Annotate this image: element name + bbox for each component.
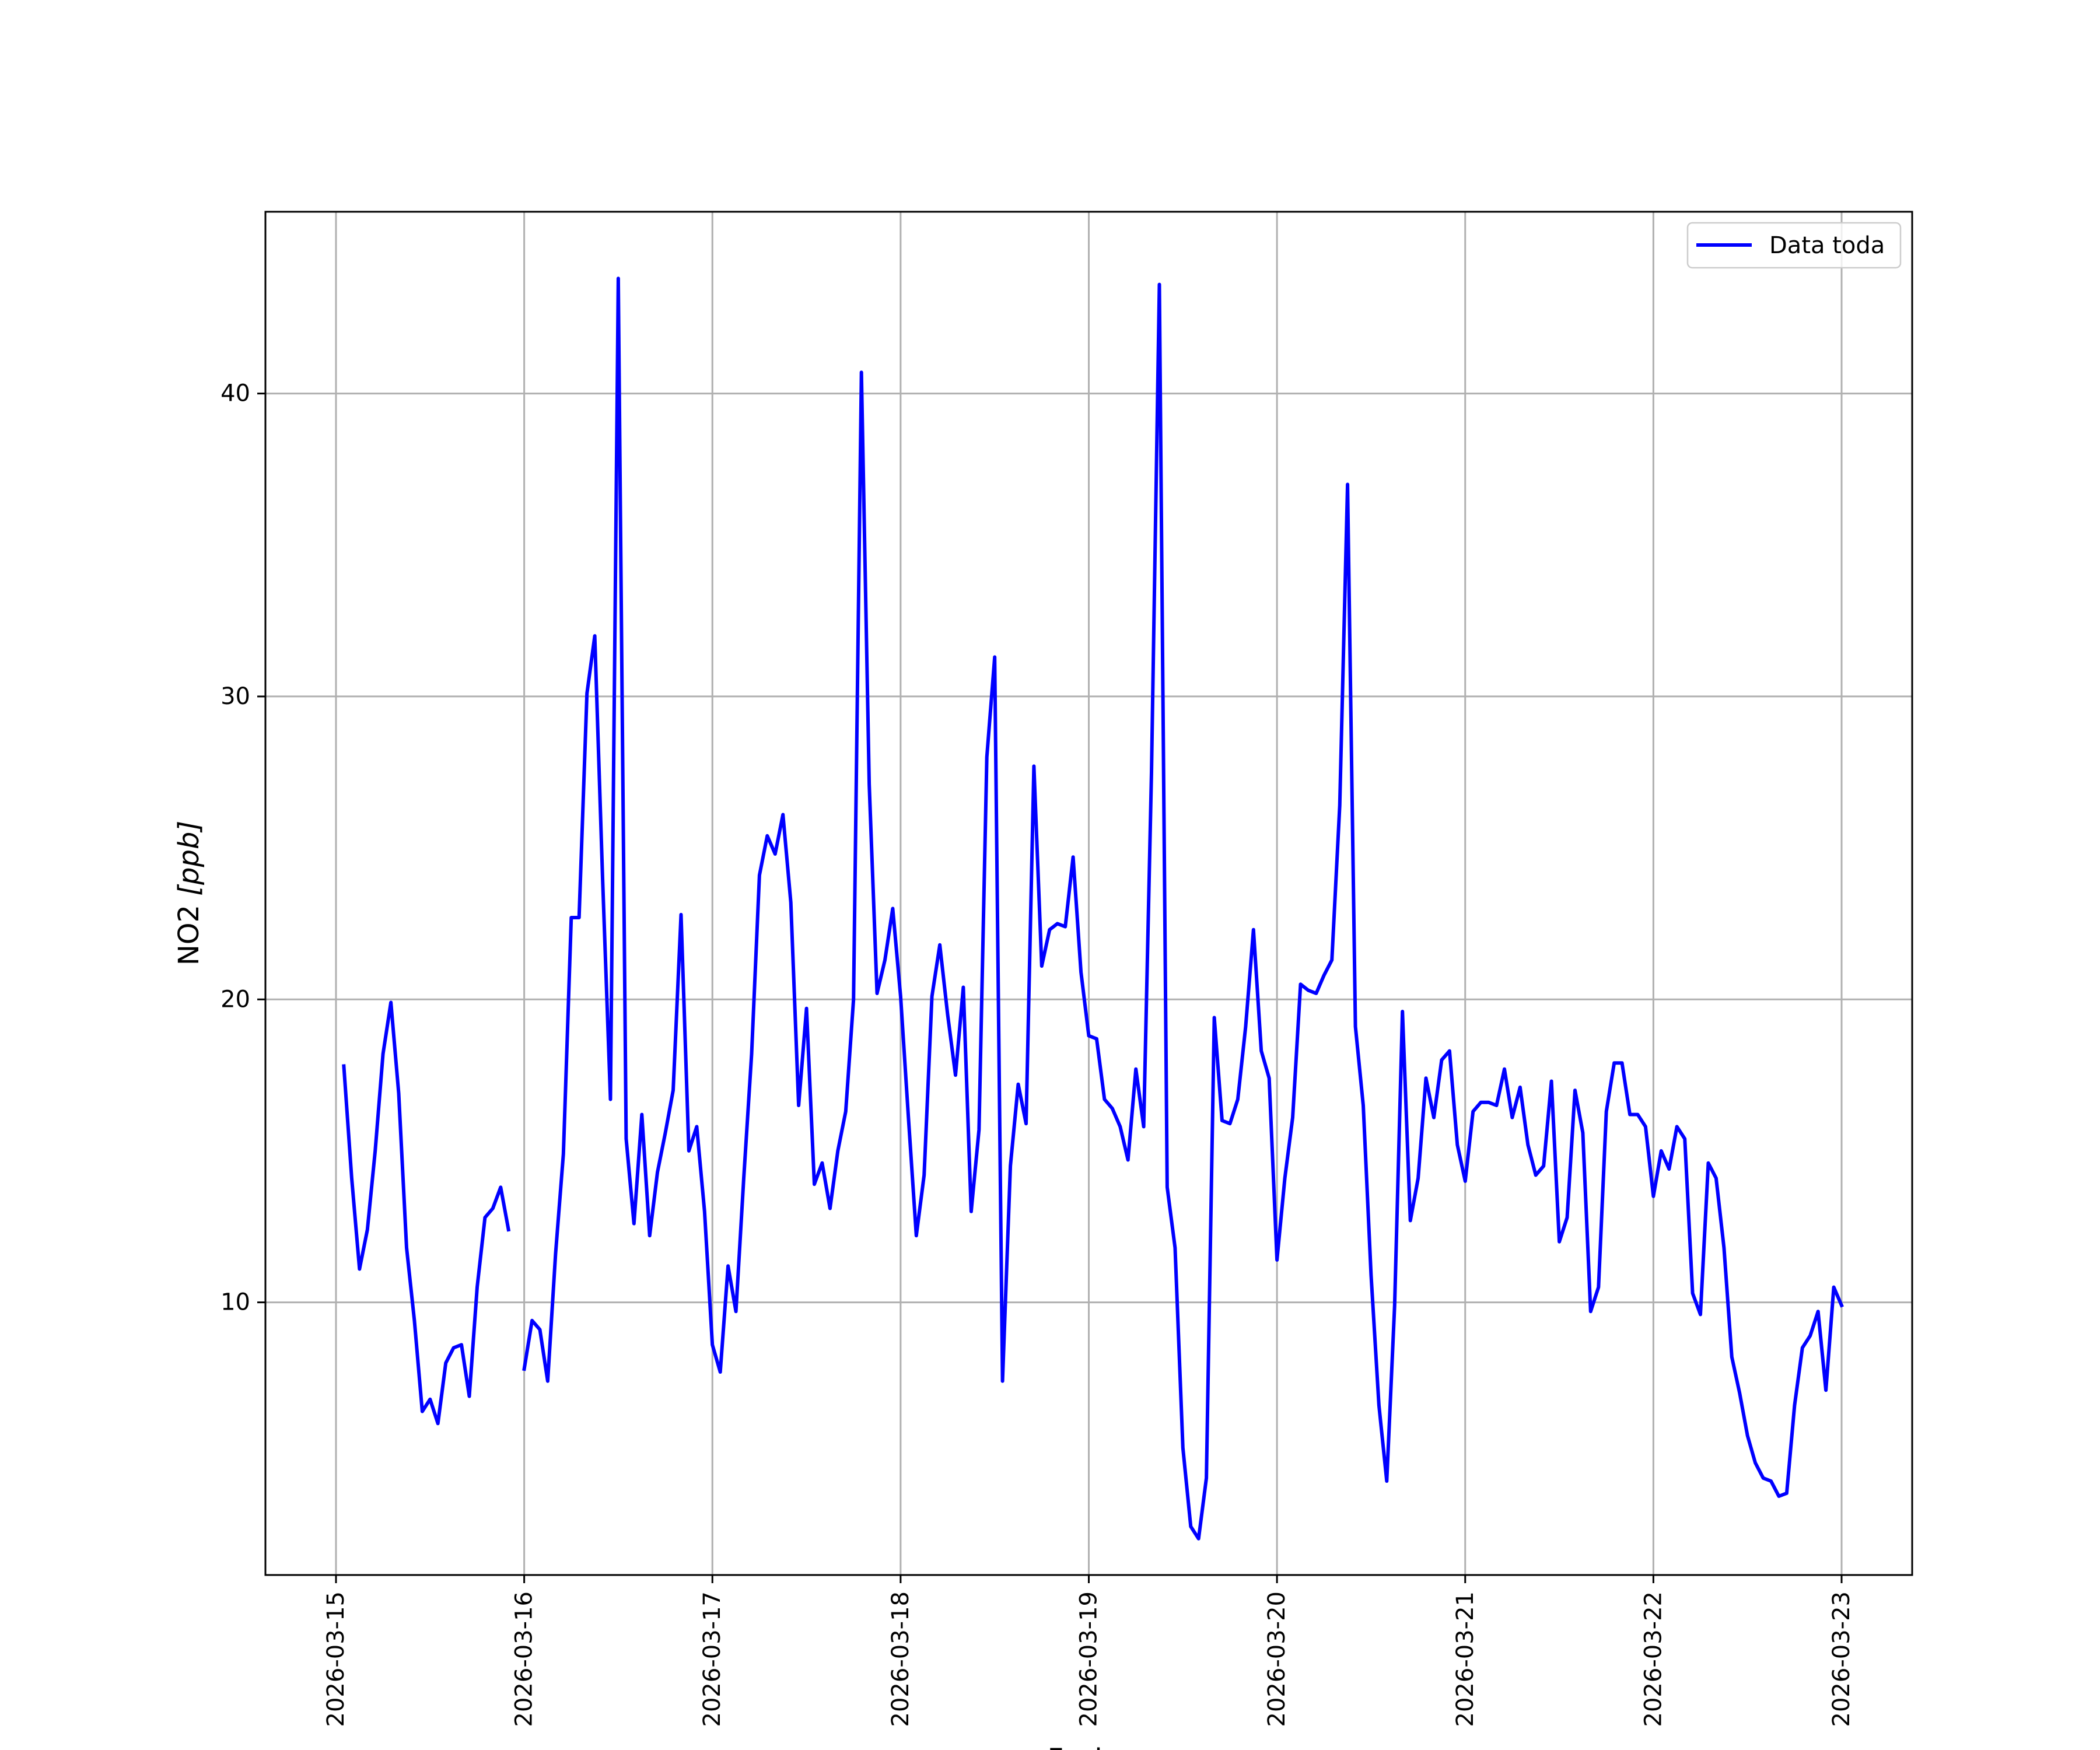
series-line-data-toda (342, 1000, 511, 1426)
series-line-data-toda (522, 276, 1844, 1541)
x-tick-label: 2026-03-23 (1828, 1591, 1855, 1727)
y-tick-label: 10 (220, 1289, 250, 1316)
legend-label: Data toda (1769, 232, 1885, 259)
x-tick-label: 2026-03-17 (699, 1591, 726, 1727)
x-tick-label: 2026-03-20 (1264, 1591, 1290, 1727)
y-axis-label: NO2 [ppb] (173, 821, 205, 965)
legend-box (1686, 222, 1902, 269)
y-axis-label-unit: [ppb] (173, 821, 205, 896)
x-tick-label: 2026-03-16 (511, 1591, 538, 1727)
y-tick-label: 40 (220, 380, 250, 407)
y-tick-label: 20 (220, 986, 250, 1013)
y-axis: 10 20 30 40 (220, 380, 265, 1316)
x-axis-label: Fecha (1048, 1743, 1130, 1750)
y-tick-label: 30 (220, 683, 250, 710)
y-axis-label-main: NO2 (173, 896, 205, 965)
x-tick-label: 2026-03-21 (1452, 1591, 1479, 1727)
series-layer (342, 276, 1844, 1541)
x-tick-label: 2026-03-19 (1076, 1591, 1102, 1727)
legend: Data toda (1686, 222, 1902, 269)
x-axis: 2026-03-15 2026-03-16 2026-03-17 2026-03-18… (323, 1575, 1855, 1727)
x-tick-label: 2026-03-22 (1640, 1591, 1667, 1727)
grid (265, 212, 1912, 1575)
x-tick-label: 2026-03-18 (887, 1591, 914, 1727)
x-tick-label: 2026-03-15 (323, 1591, 349, 1727)
